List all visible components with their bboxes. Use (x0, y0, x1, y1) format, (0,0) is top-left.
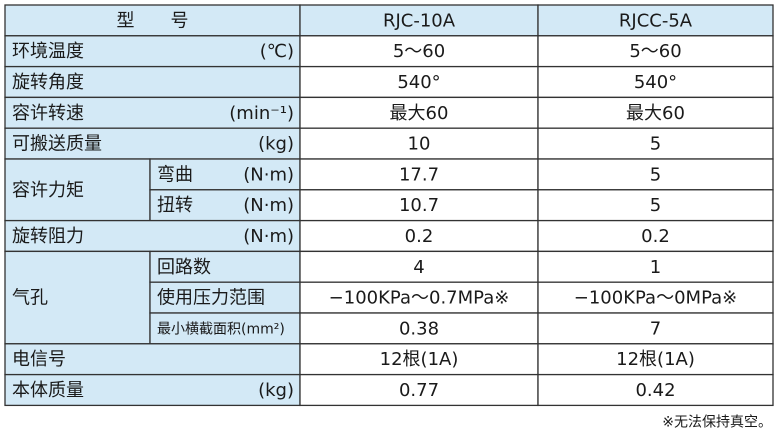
cell (4, 4, 301, 37)
row-unit: (℃) (260, 41, 294, 62)
cell-value: 0.77 (399, 380, 439, 401)
row-label: 弯曲 (157, 164, 193, 185)
cell-value: −100KPa～0.7MPa※ (329, 288, 510, 309)
row-label: 回路数 (157, 257, 211, 278)
row-label: 扭转 (157, 195, 193, 216)
cell (537, 250, 774, 283)
cell (4, 96, 301, 129)
row-label: 旋转角度 (12, 72, 84, 93)
cell-value: 7 (650, 318, 661, 339)
cell (299, 127, 539, 160)
cell-value: 12根(1A) (380, 349, 459, 370)
cell (299, 281, 539, 314)
cell (299, 4, 539, 37)
footnote: ※无法保持真空。 (662, 414, 772, 430)
cell-value: 5 (650, 134, 661, 155)
cell-value: 10.7 (399, 195, 439, 216)
row-unit: (kg) (258, 134, 294, 155)
row-label: 可搬送质量 (12, 134, 102, 155)
header-model: RJCC-5A (619, 10, 693, 31)
header-model: RJC-10A (383, 10, 456, 31)
row-unit: (N·m) (243, 164, 294, 185)
cell-value: 0.2 (641, 226, 670, 247)
group-label: 容许力矩 (12, 180, 84, 201)
cell (537, 373, 774, 407)
cell-value: 最大60 (390, 103, 449, 124)
cell-value: 0.2 (405, 226, 434, 247)
cell (149, 158, 301, 191)
cell (537, 35, 774, 68)
cell-value: 17.7 (399, 164, 439, 185)
cell (299, 250, 539, 283)
cell-value: 12根(1A) (616, 349, 695, 370)
cell (149, 250, 301, 283)
cell (149, 189, 301, 222)
cell (4, 219, 301, 253)
row-label: 使用压力范围 (157, 288, 265, 309)
row-unit: (N·m) (243, 195, 294, 216)
cell (4, 158, 151, 222)
cell (299, 189, 539, 222)
cell (4, 373, 301, 407)
row-unit: (N·m) (243, 226, 294, 247)
row-label: 本体质量 (12, 380, 84, 401)
cell (537, 189, 774, 222)
cell-value: 5～60 (393, 41, 445, 62)
row-label: 旋转阻力 (12, 226, 84, 247)
cell-value: 5～60 (629, 41, 681, 62)
cell (537, 96, 774, 129)
cell-value: 540° (397, 72, 440, 93)
cell-value: 最大60 (626, 103, 685, 124)
cell-value: −100KPa～0MPa※ (574, 288, 737, 309)
cell-value: 540° (634, 72, 677, 93)
cell-value: 5 (650, 195, 661, 216)
cell (537, 158, 774, 191)
cell-value: 4 (413, 257, 424, 278)
group-label: 气孔 (12, 288, 48, 309)
header-label: 型 号 (117, 10, 189, 31)
cell-value: 5 (650, 164, 661, 185)
cell (299, 65, 539, 99)
cell-value: 0.38 (399, 318, 439, 339)
row-label: 最小横截面积(mm²) (157, 321, 285, 337)
cell (299, 373, 539, 407)
cell (4, 343, 301, 376)
row-label: 环境温度 (12, 41, 84, 62)
cell (299, 158, 539, 191)
cell-value: 1 (650, 257, 661, 278)
row-unit: (kg) (258, 380, 294, 401)
row-label: 电信号 (12, 349, 66, 370)
row-unit: (min⁻¹) (229, 103, 294, 124)
cell-value: 0.42 (635, 380, 675, 401)
row-label: 容许转速 (12, 103, 84, 124)
cell (299, 343, 539, 376)
cell-value: 10 (408, 134, 431, 155)
